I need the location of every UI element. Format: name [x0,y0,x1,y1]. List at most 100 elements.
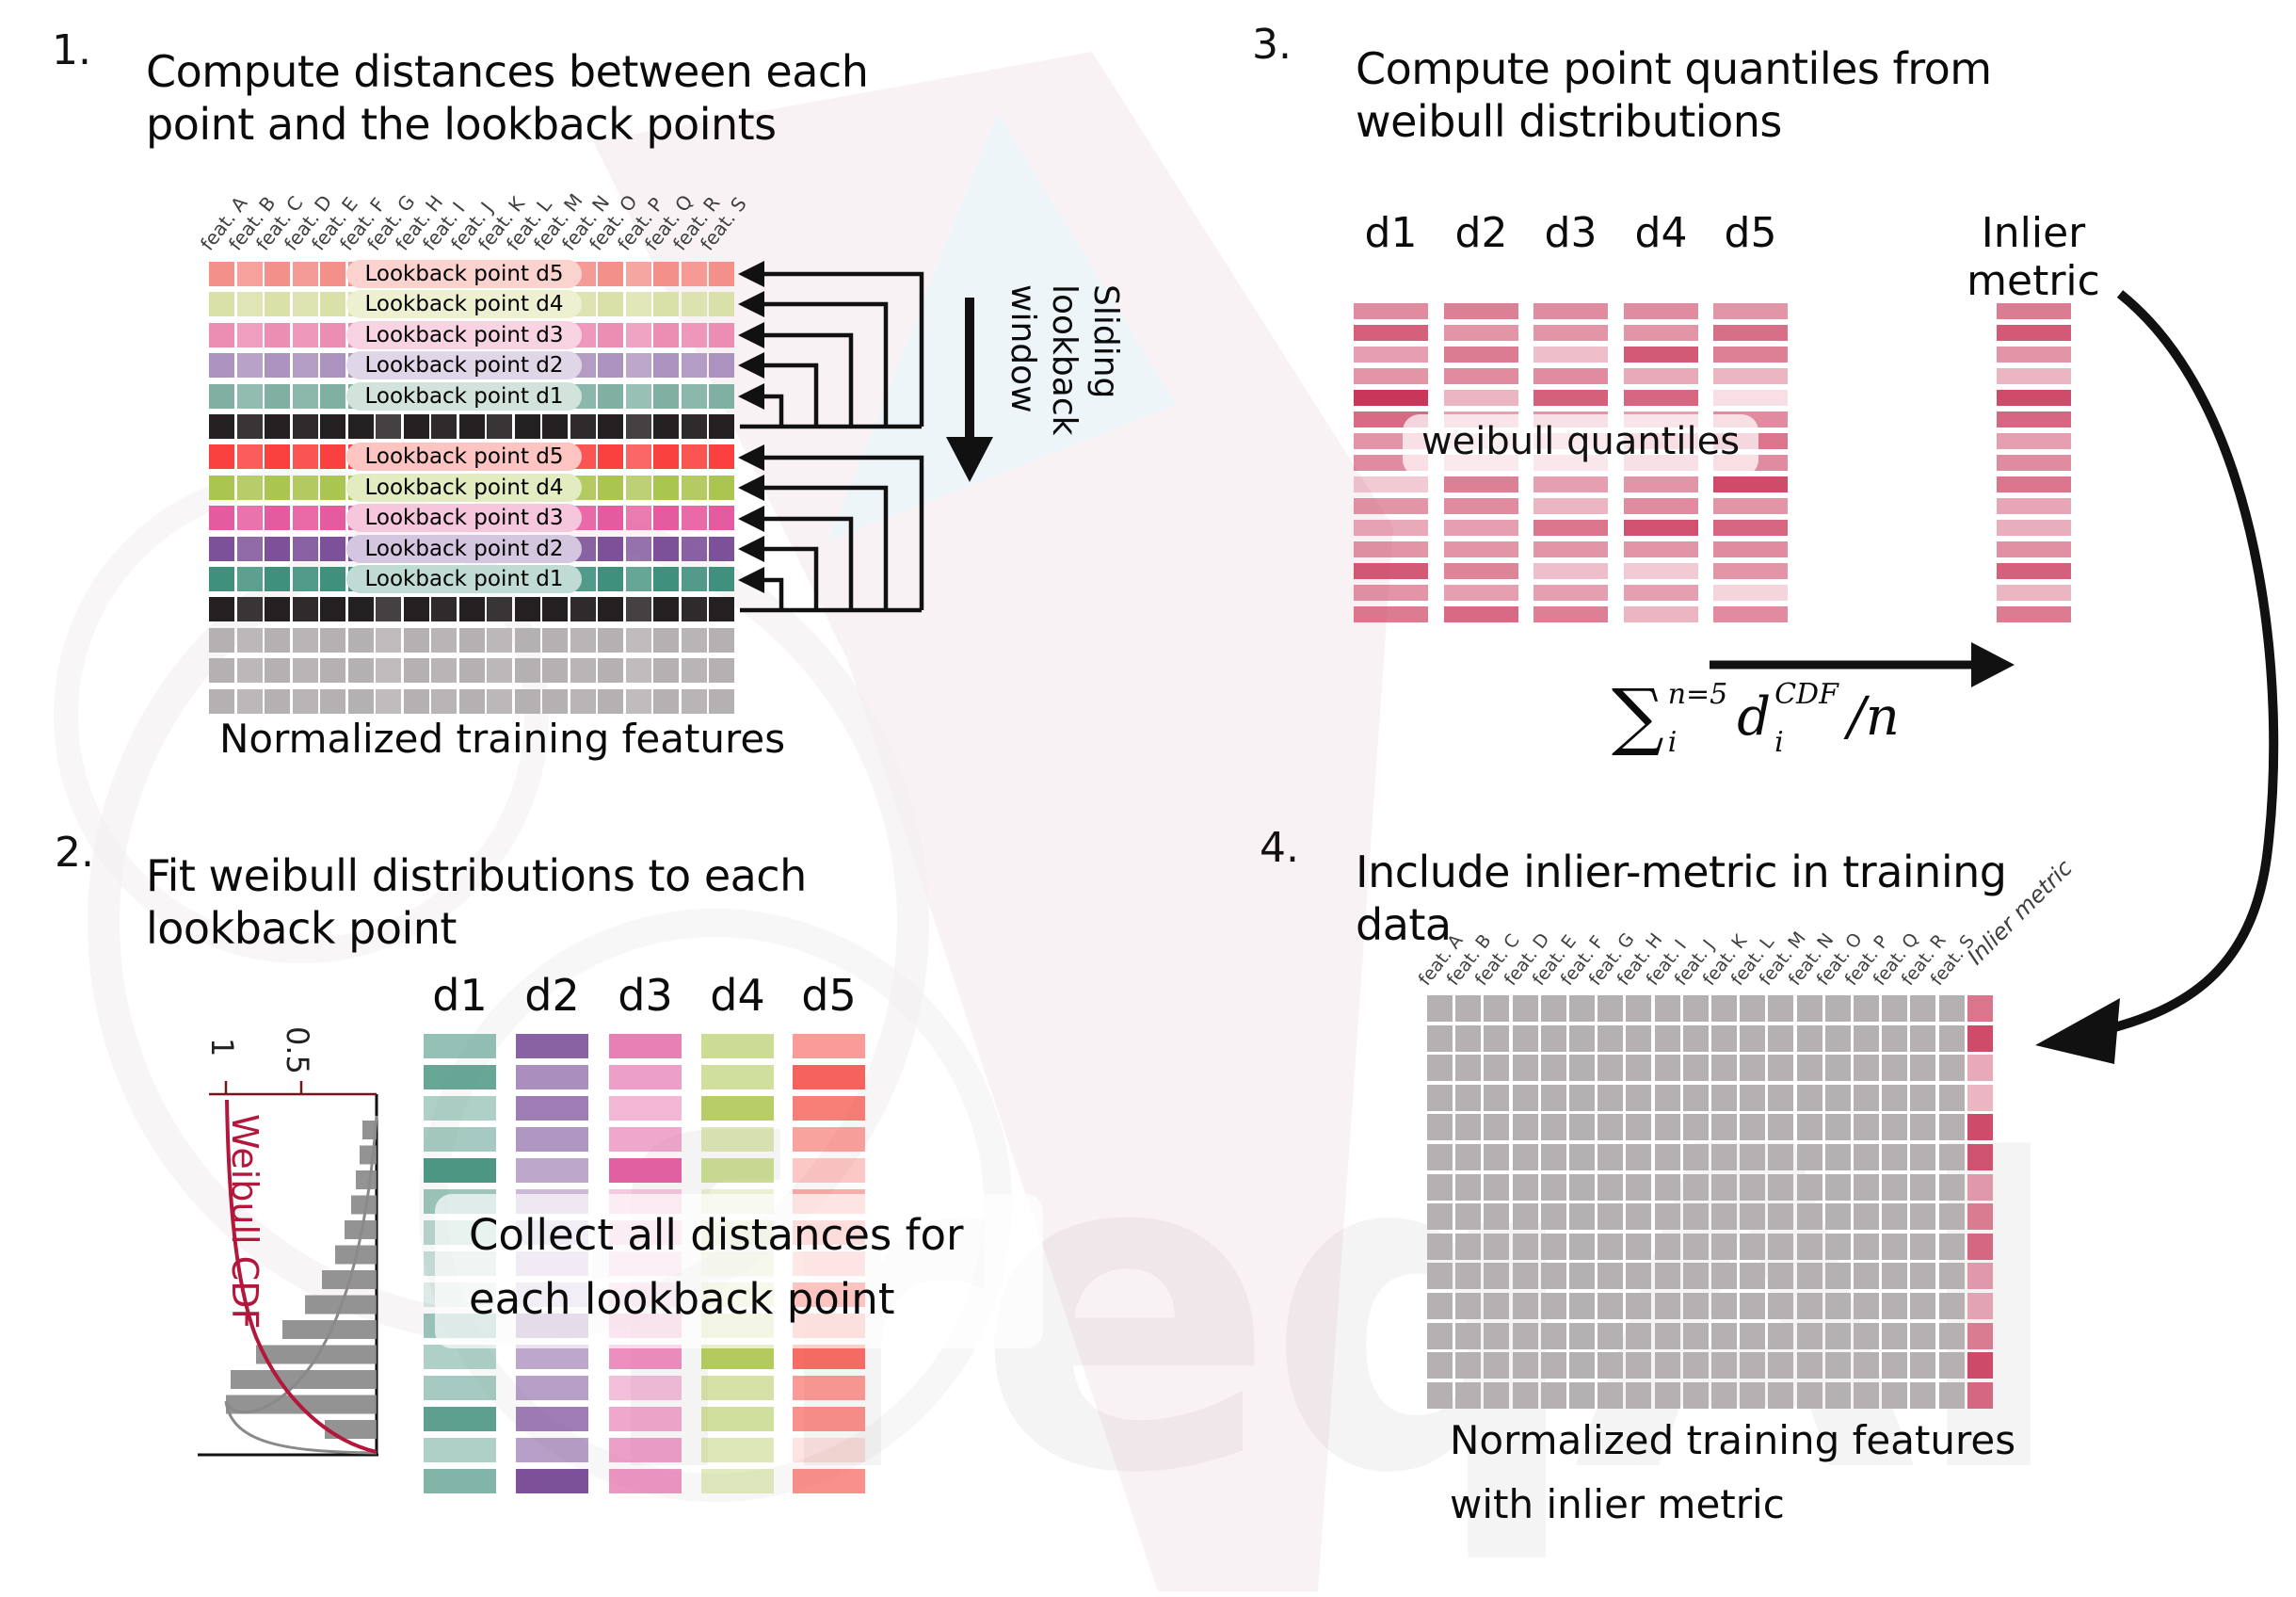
grid-cell [1740,1024,1766,1052]
quantile-bar [1624,476,1698,492]
grid-cell [1598,1352,1624,1379]
grid-cell [542,658,568,684]
grid-cell [209,262,234,286]
distance-bar [701,1065,774,1089]
grid-cell [570,627,596,653]
grid-cell [292,506,318,531]
panel2-title-line2: lookback point [146,903,457,954]
distance-bar [424,1469,496,1493]
panel4-title-line1: Include inlier-metric in training [1356,847,2007,897]
grid-cell [1654,1084,1680,1111]
weibull-axis-tick-1: 1 [204,1038,240,1057]
quantile-bar [1624,541,1698,557]
quantile-column-label: d4 [1634,209,1688,257]
distance-bar [424,1438,496,1462]
grid-cell [681,444,707,470]
quantile-bar [1624,347,1698,363]
grid-cell [403,597,429,622]
inlier-metric-bar [1997,303,2071,319]
grid-cell [1796,995,1822,1022]
distance-bar [609,1407,682,1431]
distance-column-label: d5 [801,970,857,1021]
quantile-bar [1713,325,1788,341]
grid-cell [1910,995,1936,1022]
quantile-bar [1713,606,1788,622]
quantile-bar [1533,606,1608,622]
grid-cell [1882,1352,1908,1379]
grid-cell [265,688,290,714]
grid-cell [1882,1055,1908,1082]
grid-cell [1796,1173,1822,1201]
grid-cell [681,536,707,561]
grid-cell [653,567,679,591]
grid-cell [1882,1233,1908,1260]
grid-cell [1512,1024,1538,1052]
distance-bar [424,1065,496,1089]
grid-cell [292,475,318,500]
grid-cell [1910,1352,1936,1379]
grid-cell [1626,1084,1652,1111]
grid-cell [209,688,234,714]
grid-cell [1854,1173,1879,1201]
inlier-to-training-arrow [2035,290,2279,1064]
inlier-metric-bar [1997,520,2071,536]
distance-bar [701,1158,774,1183]
grid-cell [1626,1233,1652,1260]
grid-cell [209,414,234,439]
inlier-metric-cell [1967,1233,1993,1260]
inlier-metric-bar [1997,368,2071,384]
grid-cell [1740,1352,1766,1379]
formula-sigma-sup: n=5 [1667,678,1728,711]
grid-cell [709,414,734,439]
grid-cell [265,536,290,561]
grid-cell [292,627,318,653]
grid-cell [236,658,263,684]
grid-cell [1854,1144,1879,1170]
grid-cell [653,262,679,286]
grid-cell [292,262,318,286]
inlier-metric-cell [1967,1055,1993,1082]
grid-cell [1598,1293,1624,1319]
grid-cell [1626,995,1652,1022]
distance-bar [793,1469,865,1493]
grid-cell [1569,1263,1595,1290]
grid-cell [625,536,651,561]
grid-cell [1910,1381,1936,1409]
grid-cell [1455,1263,1482,1290]
grid-cell [1796,1024,1822,1052]
grid-cell [1427,1352,1453,1379]
grid-cell [1455,1024,1482,1052]
grid-cell [292,567,318,591]
grid-cell [1882,1322,1908,1349]
quantile-bar [1713,303,1788,319]
grid-cell [625,322,651,347]
grid-cell [1512,1352,1538,1379]
grid-cell [709,262,734,286]
grid-cell [1938,1144,1965,1170]
lookback-row-pill: Lookback point d4 [346,290,582,319]
panel1-caption: Normalized training features [219,716,786,762]
grid-cell [598,567,623,591]
histogram-bar [226,1395,377,1414]
grid-cell [1711,1322,1737,1349]
panel3-overlay-pill [1403,414,1758,476]
grid-cell [236,536,263,561]
grid-cell [653,627,679,653]
grid-cell [542,688,568,714]
grid-cell [1910,1084,1936,1111]
grid-cell [1427,1203,1453,1231]
grid-cell [681,414,707,439]
distance-bar [701,1407,774,1431]
grid-cell [1824,1024,1851,1052]
grid-cell [236,353,263,379]
grid-cell [1938,1055,1965,1082]
grid-cell [1796,1352,1822,1379]
quantile-column-label: d3 [1544,209,1598,257]
grid-cell [1740,1322,1766,1349]
distance-bar [701,1034,774,1058]
grid-cell [209,536,234,561]
grid-cell [570,658,596,684]
grid-cell [1512,1144,1538,1170]
grid-cell [458,688,485,714]
grid-cell [1768,995,1794,1022]
